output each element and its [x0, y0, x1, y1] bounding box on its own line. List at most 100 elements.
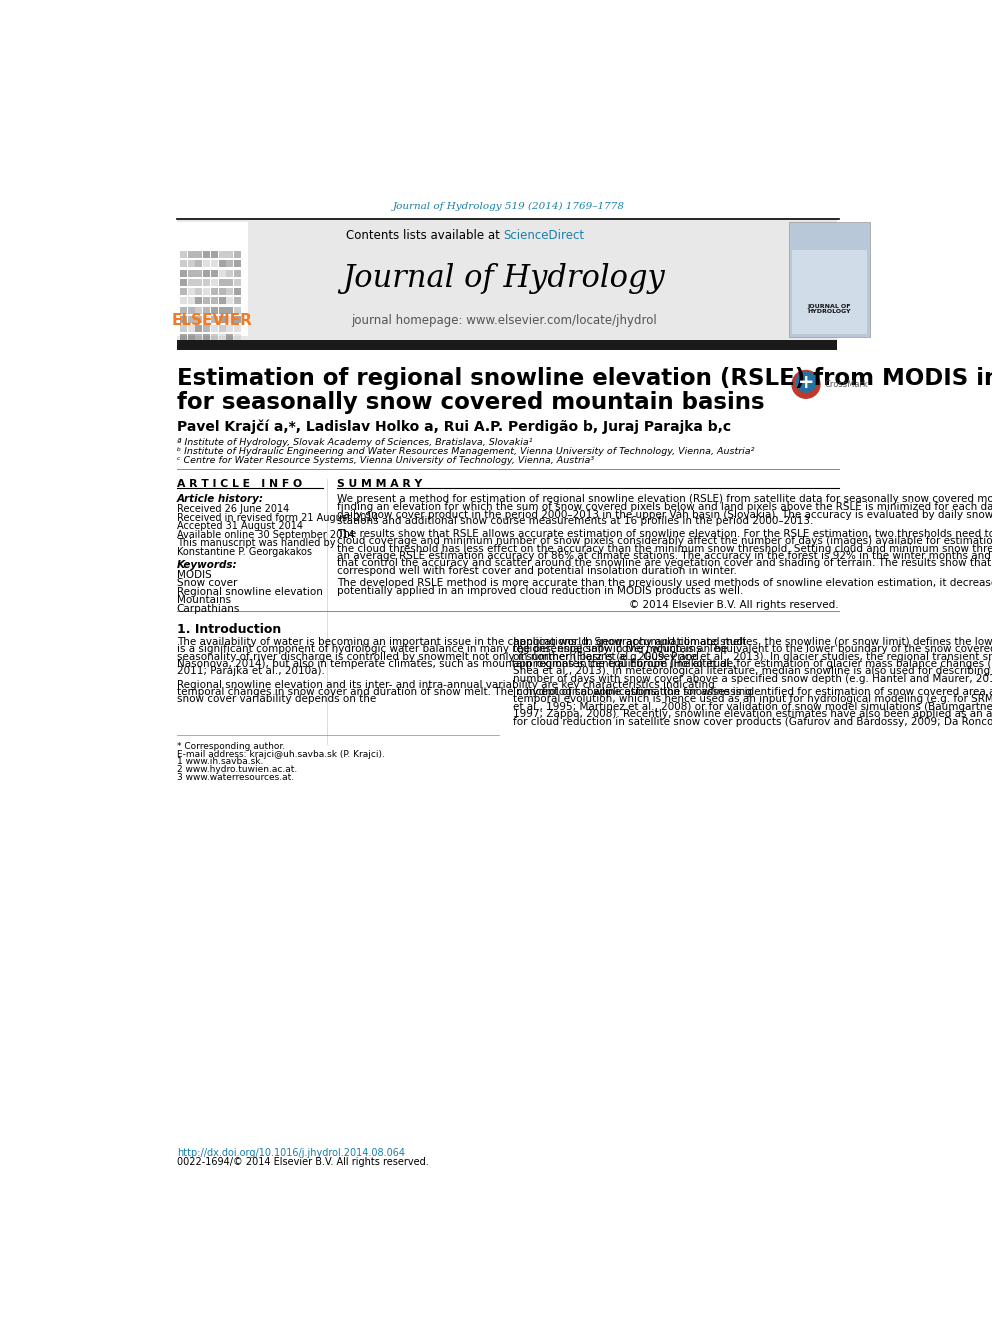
- Text: * Corresponding author.: * Corresponding author.: [177, 742, 285, 751]
- Text: The availability of water is becoming an important issue in the changing world. : The availability of water is becoming an…: [177, 636, 746, 647]
- Bar: [187, 316, 194, 323]
- Bar: [180, 251, 186, 258]
- Bar: [210, 288, 218, 295]
- Bar: [187, 307, 194, 314]
- Text: This manuscript was handled by: This manuscript was handled by: [177, 538, 335, 548]
- Bar: [226, 325, 233, 332]
- Bar: [234, 261, 241, 267]
- Text: Journal of Hydrology: Journal of Hydrology: [342, 262, 665, 294]
- Bar: [195, 270, 202, 277]
- Text: MODIS: MODIS: [177, 570, 211, 579]
- Bar: [210, 298, 218, 304]
- Bar: [187, 325, 194, 332]
- Bar: [203, 288, 210, 295]
- Bar: [180, 261, 186, 267]
- Bar: [195, 325, 202, 332]
- Text: correspond well with forest cover and potential insolation duration in winter.: correspond well with forest cover and po…: [337, 566, 737, 576]
- Bar: [234, 298, 241, 304]
- Bar: [234, 288, 241, 295]
- Text: 0022-1694/© 2014 Elsevier B.V. All rights reserved.: 0022-1694/© 2014 Elsevier B.V. All right…: [177, 1158, 429, 1167]
- Bar: [226, 251, 233, 258]
- Bar: [226, 288, 233, 295]
- Bar: [177, 222, 248, 336]
- Bar: [210, 261, 218, 267]
- Bar: [226, 307, 233, 314]
- Text: Regional snowline elevation: Regional snowline elevation: [177, 587, 322, 597]
- Bar: [187, 288, 194, 295]
- Text: an average RSLE estimation accuracy of 86% at climate stations. The accuracy in : an average RSLE estimation accuracy of 8…: [337, 552, 992, 561]
- Bar: [210, 251, 218, 258]
- Text: daily snow cover product in the period 2000–2013 in the upper Váh basin (Slovaki: daily snow cover product in the period 2…: [337, 509, 992, 520]
- Bar: [187, 270, 194, 277]
- Text: seasonality of river discharge is controlled by snowmelt not only in northern ba: seasonality of river discharge is contro…: [177, 651, 698, 662]
- Circle shape: [796, 372, 816, 392]
- Text: Contents lists available at: Contents lists available at: [346, 229, 504, 242]
- Text: Received in revised form 21 August 2014: Received in revised form 21 August 2014: [177, 513, 378, 523]
- Text: Regional snowline elevation and its inter- and intra-annual variability are key : Regional snowline elevation and its inte…: [177, 680, 714, 689]
- Text: et al., 1995; Martinez et al., 2008) or for validation of snow model simulations: et al., 1995; Martinez et al., 2008) or …: [513, 701, 992, 712]
- Text: CrossMark: CrossMark: [824, 380, 868, 389]
- Text: 1997; Zappa, 2008). Recently, snowline elevation estimates have also been applie: 1997; Zappa, 2008). Recently, snowline e…: [513, 709, 992, 718]
- Bar: [203, 298, 210, 304]
- Bar: [195, 307, 202, 314]
- Text: ᵇ Institute of Hydraulic Engineering and Water Resources Management, Vienna Univ: ᵇ Institute of Hydraulic Engineering and…: [177, 447, 754, 456]
- Bar: [234, 307, 241, 314]
- Bar: [210, 270, 218, 277]
- Text: 3 www.waterresources.at.: 3 www.waterresources.at.: [177, 773, 294, 782]
- Text: http://dx.doi.org/10.1016/j.jhydrol.2014.08.064: http://dx.doi.org/10.1016/j.jhydrol.2014…: [177, 1148, 405, 1158]
- Bar: [218, 251, 225, 258]
- Bar: [180, 335, 186, 341]
- Bar: [234, 251, 241, 258]
- Bar: [210, 307, 218, 314]
- Text: for seasonally snow covered mountain basins: for seasonally snow covered mountain bas…: [177, 390, 764, 414]
- Text: Estimation of regional snowline elevation (RSLE) from MODIS images: Estimation of regional snowline elevatio…: [177, 368, 992, 390]
- Text: is a significant component of hydrologic water balance in many regions, especial: is a significant component of hydrologic…: [177, 644, 727, 655]
- Text: stations and additional snow course measurements at 16 profiles in the period 20: stations and additional snow course meas…: [337, 516, 813, 527]
- Bar: [203, 270, 210, 277]
- Text: finding an elevation for which the sum of snow covered pixels below and land pix: finding an elevation for which the sum o…: [337, 501, 992, 512]
- Bar: [187, 279, 194, 286]
- Bar: [234, 325, 241, 332]
- Bar: [203, 325, 210, 332]
- Bar: [226, 316, 233, 323]
- Text: Snow cover: Snow cover: [177, 578, 237, 589]
- Bar: [177, 340, 837, 349]
- Text: A R T I C L E   I N F O: A R T I C L E I N F O: [177, 479, 302, 490]
- Bar: [226, 279, 233, 286]
- Text: The developed RSLE method is more accurate than the previously used methods of s: The developed RSLE method is more accura…: [337, 578, 992, 589]
- Text: ELSEVIER: ELSEVIER: [172, 314, 253, 328]
- Text: Received 26 June 2014: Received 26 June 2014: [177, 504, 289, 515]
- Bar: [180, 288, 186, 295]
- Text: The results show that RSLE allows accurate estimation of snowline elevation. For: The results show that RSLE allows accura…: [337, 529, 992, 540]
- Text: Keywords:: Keywords:: [177, 560, 237, 570]
- Text: temporal evolution, which is hence used as an input for hydrological modeling (e: temporal evolution, which is hence used …: [513, 695, 992, 704]
- Text: the perennial snow cover, which is an equivalent to the lower boundary of the sn: the perennial snow cover, which is an eq…: [513, 644, 992, 655]
- Text: Konstantine P. Georgakakos: Konstantine P. Georgakakos: [177, 546, 311, 557]
- Text: that control the accuracy and scatter around the snowline are vegetation cover a: that control the accuracy and scatter ar…: [337, 558, 992, 569]
- Text: ª Institute of Hydrology, Slovak Academy of Sciences, Bratislava, Slovakia¹: ª Institute of Hydrology, Slovak Academy…: [177, 438, 532, 447]
- Text: approximates the equilibrium line altitude for estimation of glacier mass balanc: approximates the equilibrium line altitu…: [513, 659, 992, 669]
- Text: number of days with snow cover above a specified snow depth (e.g. Hantel and Mau: number of days with snow cover above a s…: [513, 673, 992, 684]
- Bar: [203, 316, 210, 323]
- Bar: [195, 251, 202, 258]
- Text: potentially applied in an improved cloud reduction in MODIS products as well.: potentially applied in an improved cloud…: [337, 586, 743, 595]
- Bar: [218, 316, 225, 323]
- Text: journal homepage: www.elsevier.com/locate/jhydrol: journal homepage: www.elsevier.com/locat…: [351, 314, 657, 327]
- Bar: [195, 261, 202, 267]
- Text: ᶜ Centre for Water Resource Systems, Vienna University of Technology, Vienna, Au: ᶜ Centre for Water Resource Systems, Vie…: [177, 456, 594, 466]
- Bar: [234, 279, 241, 286]
- Circle shape: [792, 370, 820, 398]
- Bar: [789, 222, 870, 337]
- Text: Accepted 31 August 2014: Accepted 31 August 2014: [177, 521, 303, 532]
- Bar: [203, 261, 210, 267]
- Bar: [195, 298, 202, 304]
- Bar: [180, 307, 186, 314]
- Text: We present a method for estimation of regional snowline elevation (RSLE) from sa: We present a method for estimation of re…: [337, 495, 992, 504]
- Bar: [218, 279, 225, 286]
- Text: JOURNAL OF
HYDROLOGY: JOURNAL OF HYDROLOGY: [807, 303, 851, 315]
- Bar: [226, 270, 233, 277]
- Bar: [203, 279, 210, 286]
- Bar: [234, 335, 241, 341]
- Text: snow cover variability depends on the: snow cover variability depends on the: [177, 695, 376, 704]
- Text: Journal of Hydrology 519 (2014) 1769–1778: Journal of Hydrology 519 (2014) 1769–177…: [393, 202, 624, 212]
